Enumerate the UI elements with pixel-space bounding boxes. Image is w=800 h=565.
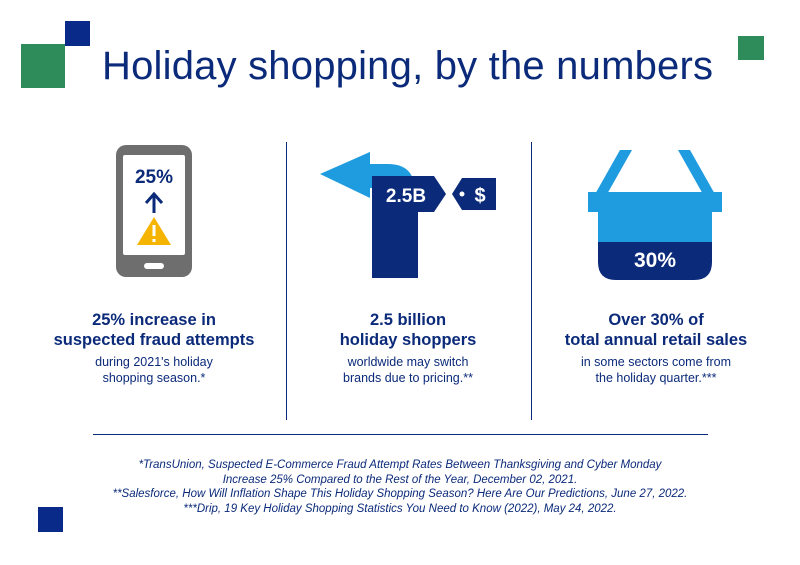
- stat-fraud: 25% increase in suspected fraud attempts…: [28, 310, 280, 386]
- stat-detail: in some sectors come from the holiday qu…: [536, 354, 776, 386]
- icon-stat-text: 25%: [135, 167, 173, 188]
- stat-headline-line: holiday shoppers: [339, 331, 477, 349]
- stat-headline-line: 25% increase in: [92, 311, 216, 329]
- arrow-turn-price-tag-icon: 2.5B $: [320, 152, 496, 278]
- stat-retail-sales: Over 30% of total annual retail sales in…: [536, 310, 776, 386]
- stat-headline-line: 2.5 billion: [369, 311, 447, 329]
- stat-detail: worldwide may switch brands due to prici…: [290, 354, 526, 386]
- footnote-line: *TransUnion, Suspected E-Commerce Fraud …: [138, 459, 662, 471]
- stat-headline: 2.5 billion holiday shoppers: [290, 310, 526, 350]
- stat-headline: Over 30% of total annual retail sales: [536, 310, 776, 350]
- stat-detail-line: during 2021's holiday: [95, 355, 213, 369]
- footnote-line: ***Drip, 19 Key Holiday Shopping Statist…: [183, 502, 617, 515]
- footnotes: *TransUnion, Suspected E-Commerce Fraud …: [60, 458, 740, 516]
- footnote-divider: [93, 434, 708, 435]
- stat-headline-line: Over 30% of: [608, 311, 704, 329]
- icon-stat-text: 2.5B: [386, 186, 426, 207]
- stat-detail-line: in some sectors come from: [580, 355, 732, 369]
- stat-shoppers: 2.5 billion holiday shoppers worldwide m…: [290, 310, 526, 386]
- stat-headline: 25% increase in suspected fraud attempts: [28, 310, 280, 350]
- stat-detail-line: shopping season.*: [102, 371, 206, 385]
- shopping-basket-icon: 30%: [588, 150, 722, 280]
- smartphone-warning-icon: 25%: [116, 145, 192, 277]
- stat-headline-line: total annual retail sales: [564, 331, 748, 349]
- footnote-line: **Salesforce, How Will Inflation Shape T…: [112, 488, 688, 500]
- decorative-square-navy: [38, 507, 63, 532]
- stat-detail: during 2021's holiday shopping season.*: [28, 354, 280, 386]
- stat-detail-line: worldwide may switch: [347, 355, 469, 369]
- icon-stat-text: 30%: [634, 249, 676, 272]
- stat-headline-line: suspected fraud attempts: [53, 331, 255, 349]
- decorative-square-navy: [65, 21, 90, 46]
- decorative-square-green: [21, 44, 65, 88]
- column-divider: [286, 142, 287, 420]
- stat-detail-line: brands due to pricing.**: [343, 371, 473, 385]
- page-title: Holiday shopping, by the numbers: [102, 44, 714, 88]
- column-divider: [531, 142, 532, 420]
- price-tag-text: $: [474, 185, 485, 207]
- footnote-line: Increase 25% Compared to the Rest of the…: [222, 473, 578, 486]
- decorative-square-green: [738, 36, 764, 60]
- stat-detail-line: the holiday quarter.***: [595, 371, 717, 385]
